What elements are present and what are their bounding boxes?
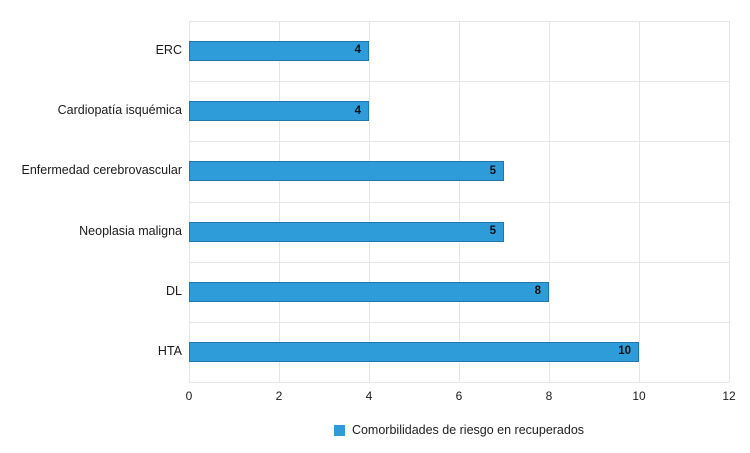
bar-cardiopatía-isquémica[interactable]: 4 xyxy=(189,101,369,122)
bar-data-label: 4 xyxy=(354,104,361,117)
bar-erc[interactable]: 4 xyxy=(189,41,369,62)
horizontal-gridline xyxy=(189,141,729,143)
category-label-dl: DL xyxy=(166,283,182,298)
legend-color-swatch-icon xyxy=(333,424,345,436)
legend[interactable]: Comorbilidades de riesgo en recuperados xyxy=(189,423,729,437)
bar-data-label: 5 xyxy=(489,164,496,177)
category-label-erc: ERC xyxy=(155,43,182,58)
category-label-hta: HTA xyxy=(157,343,182,358)
horizontal-gridline xyxy=(189,382,729,383)
category-label-cardiopatía-isquémica: Cardiopatía isquémica xyxy=(57,103,182,118)
category-label-enfermedad-cerebrovascular: Enfermedad cerebrovascular xyxy=(21,163,183,178)
bar-dl[interactable]: 8 xyxy=(189,281,549,302)
bar-hta[interactable]: 10 xyxy=(189,341,639,362)
x-tick-label-8: 8 xyxy=(545,389,553,403)
bar-enfermedad-cerebrovascular[interactable]: 5 xyxy=(189,161,504,182)
horizontal-gridline xyxy=(189,21,729,22)
horizontal-gridline xyxy=(189,261,729,263)
x-tick-label-0: 0 xyxy=(185,389,193,403)
x-tick-label-2: 2 xyxy=(275,389,283,403)
x-tick-label-4: 4 xyxy=(365,389,373,403)
horizontal-gridline xyxy=(189,201,729,203)
horizontal-gridline xyxy=(189,321,729,323)
bar-data-label: 8 xyxy=(534,285,541,297)
vertical-gridline xyxy=(729,21,730,382)
bar-data-label: 10 xyxy=(618,345,631,358)
x-tick-label-10: 10 xyxy=(632,389,646,403)
x-tick-label-12: 12 xyxy=(722,389,736,403)
bar-neoplasia-maligna[interactable]: 5 xyxy=(189,221,504,242)
bar-data-label: 4 xyxy=(354,44,361,57)
bar-data-label: 5 xyxy=(489,224,496,237)
x-tick-label-6: 6 xyxy=(455,389,463,403)
legend-series-label: Comorbilidades de riesgo en recuperados xyxy=(351,423,585,437)
horizontal-gridline xyxy=(189,81,729,83)
category-label-neoplasia-maligna: Neoplasia maligna xyxy=(79,223,182,238)
